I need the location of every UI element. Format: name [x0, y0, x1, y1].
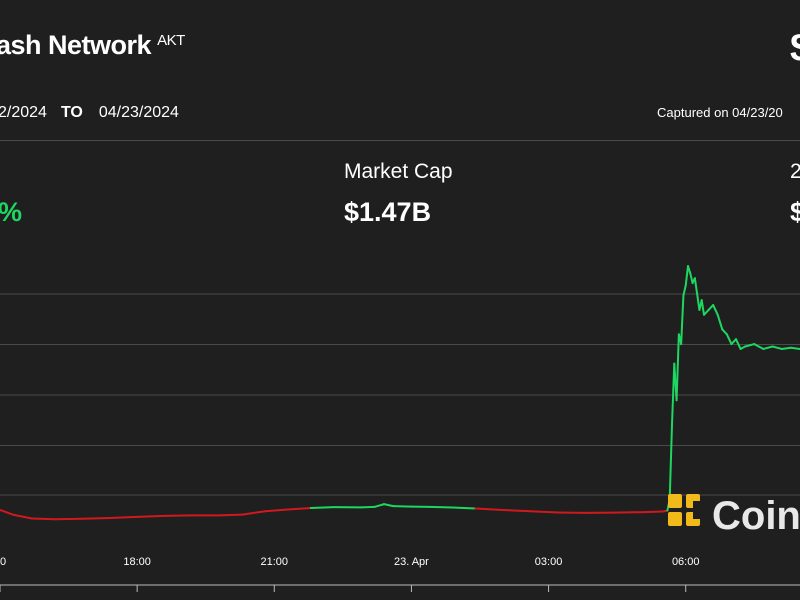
- price-line-segment: [218, 513, 244, 517]
- date-range: 2/2024 TO 04/23/2024: [0, 104, 179, 122]
- price-line-segment: [373, 503, 385, 508]
- x-axis-ticks: 00 18:00 21:00 23. Apr 03:00 06:00: [0, 556, 699, 592]
- price-line-segment: [693, 277, 701, 311]
- x-tick-label: 00: [0, 556, 6, 568]
- x-tick-label: 06:00: [672, 556, 700, 568]
- asset-title: ash Network AKT: [0, 30, 185, 61]
- price-line-segment: [725, 333, 733, 346]
- price-line-segment: [700, 299, 705, 316]
- price-line-segment: [682, 284, 687, 297]
- x-tick-label: 21:00: [261, 556, 289, 568]
- price-line-segment: [12, 513, 33, 520]
- price-line-segment: [136, 514, 166, 518]
- price-series: [0, 265, 800, 521]
- captured-timestamp: Captured on 04/23/20: [657, 105, 783, 120]
- price-line-segment: [721, 328, 728, 336]
- date-to: 04/23/2024: [98, 104, 179, 121]
- price-line-segment: [0, 509, 15, 516]
- date-from: 2/2024: [0, 104, 47, 121]
- volume-value-partial: $: [790, 197, 800, 227]
- price-line-segment: [703, 308, 710, 316]
- price-line-segment: [529, 510, 559, 514]
- x-tick-label: 18:00: [123, 556, 151, 568]
- price-line-segment: [753, 343, 765, 350]
- price-line-segment: [671, 362, 676, 426]
- price-line-segment: [309, 506, 335, 510]
- price-line-segment: [31, 517, 56, 521]
- price-line-segment: [707, 304, 715, 311]
- price-chart: 00 18:00 21:00 23. Apr 03:00 06:00 Coin: [0, 265, 800, 592]
- watermark-text: Coin: [712, 494, 800, 538]
- price-line-segment: [264, 508, 289, 513]
- asset-name: ash Network: [0, 30, 152, 60]
- price-line-segment: [687, 265, 692, 275]
- price-line-segment: [684, 265, 689, 287]
- price-line-segment: [668, 423, 673, 501]
- price-line-segment: [287, 507, 312, 511]
- price-line-segment: [680, 294, 685, 346]
- price-line-segment: [81, 517, 111, 520]
- price-line-segment: [716, 313, 724, 331]
- date-to-label: TO: [60, 104, 83, 121]
- price-line-segment: [771, 345, 783, 350]
- header-divider: [0, 140, 800, 141]
- price-line-segment: [762, 345, 774, 350]
- price-line-segment: [689, 272, 694, 285]
- price-line-segment: [241, 510, 267, 516]
- price-line-segment: [108, 515, 139, 520]
- market-cap-value: $1.47B: [344, 197, 432, 227]
- price-line-segment: [451, 506, 477, 510]
- price-line-segment: [501, 509, 532, 513]
- price-line-segment: [639, 510, 664, 514]
- volume-label-partial: 2: [790, 160, 800, 183]
- price-line-segment: [675, 333, 680, 402]
- price-line-segment: [780, 346, 792, 350]
- price-change-partial: %: [0, 197, 23, 227]
- price-line-segment: [744, 343, 756, 348]
- coindesk-watermark: Coin: [668, 494, 800, 538]
- chart-gridlines: [0, 293, 800, 496]
- asset-ticker: AKT: [157, 32, 185, 49]
- coindesk-logo-icon: [668, 494, 707, 526]
- x-tick-label: 03:00: [535, 556, 563, 568]
- price-line-segment: [730, 338, 737, 346]
- x-tick-label: 23. Apr: [394, 556, 429, 568]
- price-line-segment: [712, 304, 719, 316]
- current-price-partial: $: [790, 26, 800, 71]
- price-line-segment: [383, 503, 395, 508]
- price-line-segment: [735, 338, 742, 350]
- price-line-segment: [789, 346, 800, 350]
- price-line-segment: [474, 507, 504, 511]
- price-line-segment: [428, 505, 454, 509]
- market-cap-label: Market Cap: [344, 160, 453, 183]
